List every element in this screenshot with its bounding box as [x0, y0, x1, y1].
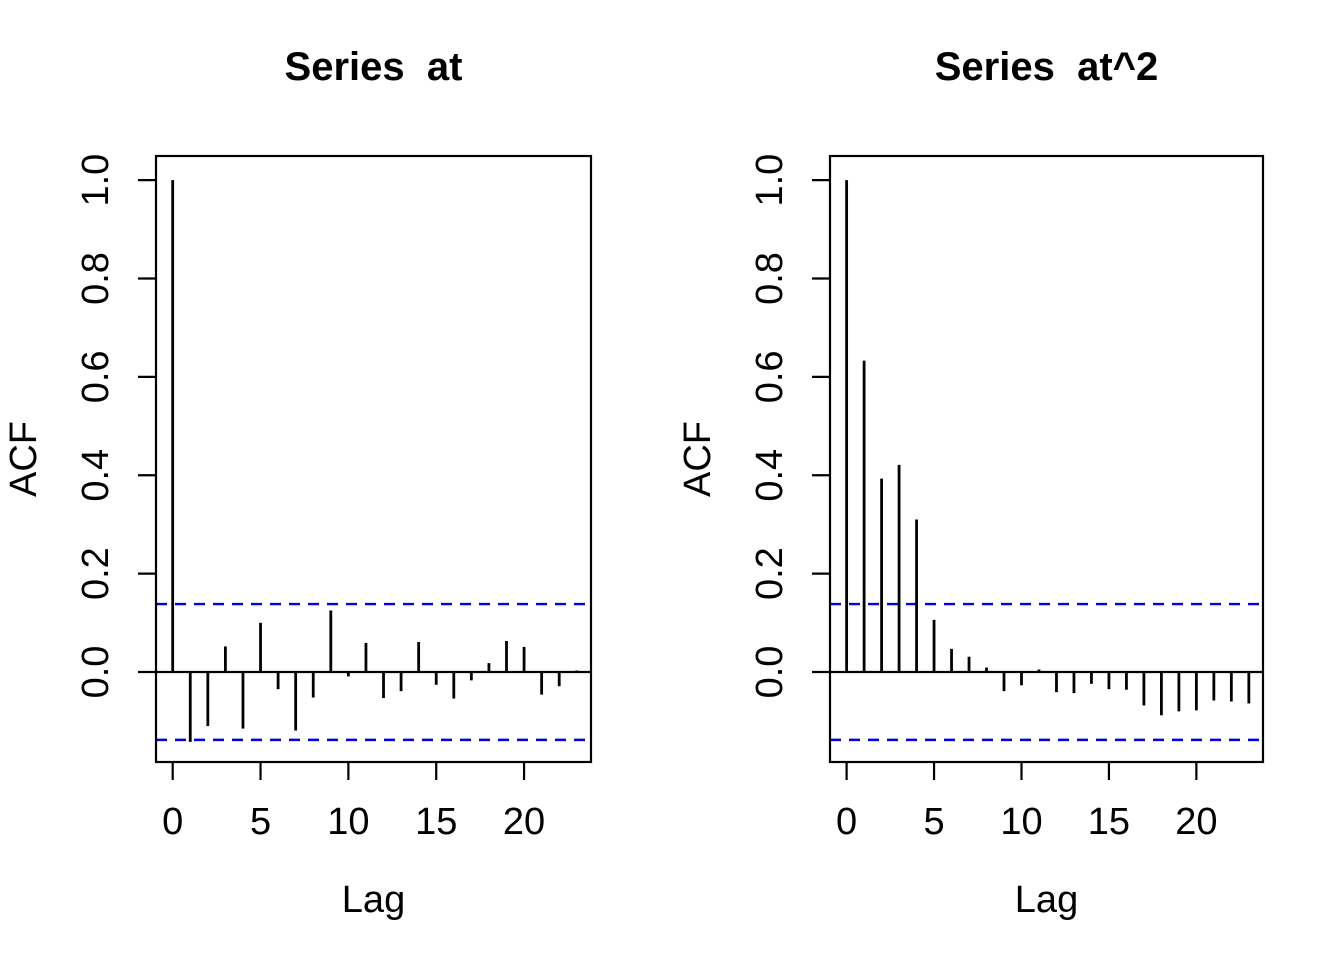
x-tick-label: 5 — [923, 801, 944, 843]
x-tick-label: 0 — [162, 801, 183, 843]
x-tick-label: 20 — [1175, 801, 1217, 843]
acf-plot-left: 0 5 10 15 20 0.0 0.2 0.4 0.6 0.8 1.0 — [75, 154, 593, 843]
plot-box — [154, 154, 593, 764]
y-tick-label: 0.6 — [749, 350, 791, 403]
y-tick-label: 0.0 — [75, 646, 117, 699]
x-tick-label: 0 — [836, 801, 857, 843]
plot-title-left: Series at — [284, 45, 463, 89]
y-tick-label: 0.6 — [75, 350, 117, 403]
y-tick-label: 0.8 — [75, 252, 117, 305]
y-tick-label: 0.8 — [749, 252, 791, 305]
y-tick-label: 0.2 — [75, 547, 117, 600]
x-tick-label: 20 — [503, 801, 545, 843]
x-axis-label-right: Lag — [1014, 879, 1079, 921]
x-tick-label: 5 — [250, 801, 271, 843]
plot-box — [828, 154, 1265, 764]
y-tick-label: 0.4 — [75, 449, 117, 502]
y-tick-label: 1.0 — [75, 154, 117, 207]
x-tick-label: 10 — [1000, 801, 1042, 843]
x-tick-label: 15 — [415, 801, 457, 843]
acf-plot-right: 0 5 10 15 20 0.0 0.2 0.4 0.6 0.8 1.0 — [749, 154, 1265, 843]
plot-title-right: Series at^2 — [934, 45, 1159, 89]
x-tick-label: 15 — [1088, 801, 1130, 843]
y-tick-label: 1.0 — [749, 154, 791, 207]
y-tick-label: 0.2 — [749, 547, 791, 600]
y-tick-label: 0.4 — [749, 449, 791, 502]
y-tick-label: 0.0 — [749, 646, 791, 699]
x-tick-label: 10 — [327, 801, 369, 843]
x-axis-label-left: Lag — [341, 879, 406, 921]
